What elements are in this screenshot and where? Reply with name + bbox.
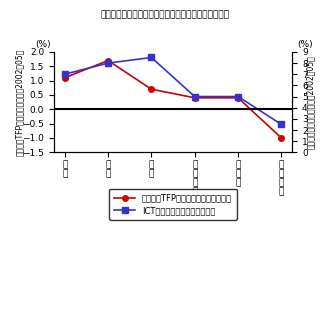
Text: (%): (%) <box>297 40 313 49</box>
生産性（TFP）年平均成長率（左軸） <box>63 76 67 80</box>
ICT資本年平均成長率（右軸） <box>106 61 110 65</box>
Line: 生産性（TFP）年平均成長率（左軸）: 生産性（TFP）年平均成長率（左軸） <box>62 58 284 141</box>
ICT資本年平均成長率（右軸） <box>193 94 197 98</box>
生産性（TFP）年平均成長率（左軸） <box>149 87 153 91</box>
Legend: 生産性（TFP）年平均成長率（左軸）, ICT資本年平均成長率（右軸）: 生産性（TFP）年平均成長率（左軸）, ICT資本年平均成長率（右軸） <box>109 188 237 220</box>
ICT資本年平均成長率（右軸） <box>280 122 283 126</box>
ICT資本年平均成長率（右軸） <box>236 94 240 98</box>
ICT資本年平均成長率（右軸） <box>149 55 153 59</box>
Line: ICT資本年平均成長率（右軸）: ICT資本年平均成長率（右軸） <box>62 55 284 127</box>
Text: (%): (%) <box>35 40 50 49</box>
生産性（TFP）年平均成長率（左軸） <box>280 136 283 140</box>
生産性（TFP）年平均成長率（左軸） <box>193 96 197 100</box>
Y-axis label: ＩＣＴ資本年平均成長率（2002〜05）: ＩＣＴ資本年平均成長率（2002〜05） <box>306 55 315 149</box>
生産性（TFP）年平均成長率（左軸） <box>106 58 110 62</box>
生産性（TFP）年平均成長率（左軸） <box>236 96 240 100</box>
ICT資本年平均成長率（右軸） <box>63 72 67 76</box>
Y-axis label: 生産性（TFP）年平均成長率（2002〜05）: 生産性（TFP）年平均成長率（2002〜05） <box>15 48 24 156</box>
Text: 情報資本の伸びが高いほど、生産性の伸びも高い傾向: 情報資本の伸びが高いほど、生産性の伸びも高い傾向 <box>101 10 229 19</box>
